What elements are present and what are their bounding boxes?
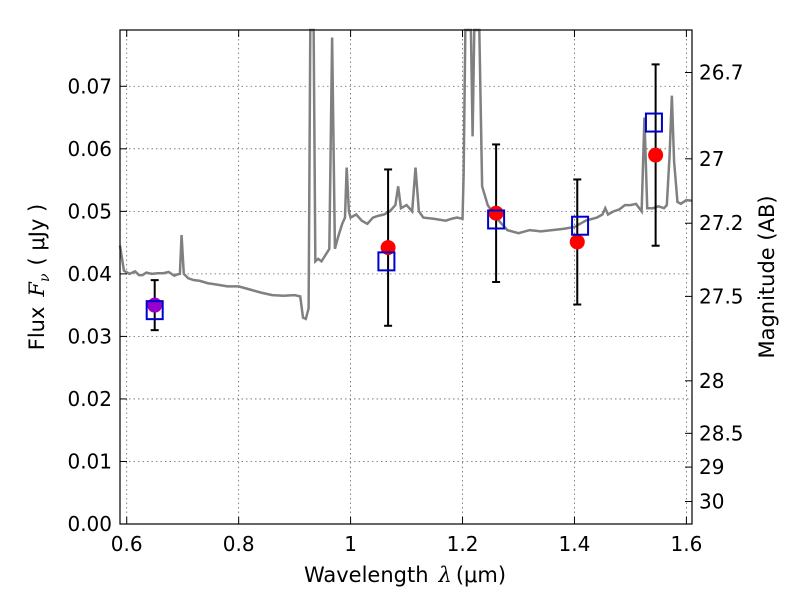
spectrum-layer: [118, 28, 693, 321]
y2-tick-label: 27.2: [699, 211, 744, 235]
y-tick-label: 0.07: [67, 74, 112, 98]
y2-tick-label: 27.5: [699, 284, 744, 308]
flux-point: [380, 240, 396, 256]
plot-frame: [119, 29, 693, 525]
model-square: [377, 251, 396, 272]
x-axis-ticks: 0.6 0.8 1 1.2 1.4 1.6: [111, 30, 702, 556]
y-tick-label: 0.00: [67, 512, 112, 536]
errorbar-layer: [150, 63, 660, 332]
y2-axis-label: Magnitude (AB): [755, 195, 779, 358]
x-tick-label: 1.6: [670, 532, 702, 556]
x-axis-label: Wavelength λ (μm): [304, 563, 506, 587]
y-tick-label: 0.03: [67, 324, 112, 348]
marker-layer: [145, 112, 664, 321]
y2-axis-ticks: 26.7 27 27.2 27.5 28 28.5 29 30: [685, 61, 744, 513]
y2-tick-label: 28: [699, 369, 724, 393]
y-tick-label: 0.01: [67, 449, 112, 473]
flux-point: [488, 205, 504, 221]
x-tick-label: 1.4: [559, 532, 591, 556]
model-square: [644, 112, 663, 133]
y2-tick-label: 28.5: [699, 421, 744, 445]
y2-tick-label: 29: [699, 455, 724, 479]
x-tick-label: 0.6: [111, 532, 143, 556]
model-square: [145, 300, 164, 321]
y2-tick-label: 27: [699, 147, 724, 171]
flux-point: [569, 234, 585, 250]
spectrum-line: [118, 28, 693, 321]
x-tick-label: 1: [344, 532, 357, 556]
x-tick-label: 1.2: [447, 532, 479, 556]
y-tick-label: 0.06: [67, 137, 112, 161]
y-axis-ticks: 0.00 0.01 0.02 0.03 0.04 0.05 0.06 0.07: [67, 74, 127, 536]
model-square: [487, 209, 506, 230]
y-tick-label: 0.04: [67, 262, 112, 286]
y2-tick-label: 30: [699, 489, 724, 513]
y-axis-label: FluxFν( μJy ): [25, 204, 53, 350]
y-tick-label: 0.02: [67, 387, 112, 411]
flux-point: [147, 297, 163, 313]
flux-point: [648, 147, 664, 163]
model-square: [571, 215, 590, 236]
y-tick-label: 0.05: [67, 199, 112, 223]
y2-tick-label: 26.7: [699, 61, 744, 85]
grid: [120, 30, 692, 524]
x-tick-label: 0.8: [223, 532, 255, 556]
